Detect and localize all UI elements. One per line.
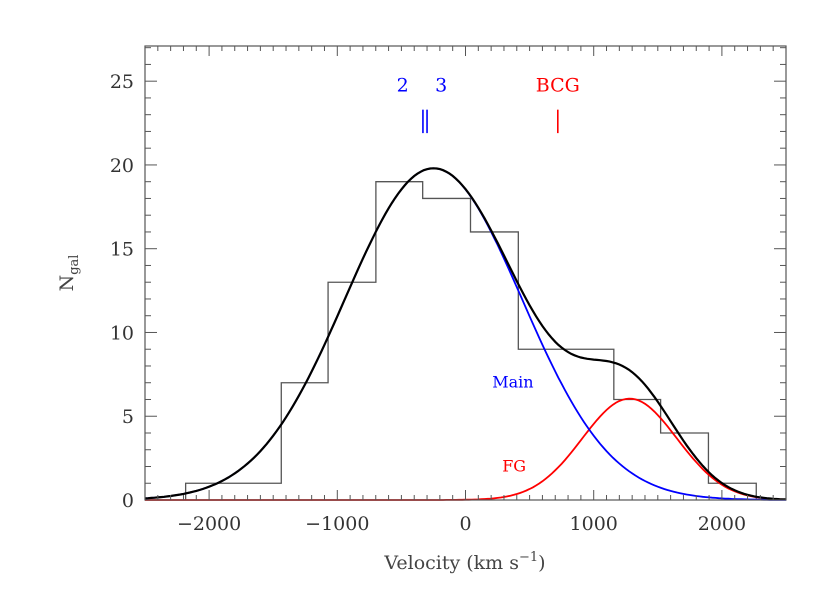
histogram-bars	[184, 181, 757, 500]
x-tick-label: −2000	[177, 513, 241, 535]
y-axis-title-subscript: gal	[67, 255, 82, 275]
plot-frame	[144, 45, 787, 501]
curve-label-main: Main	[492, 373, 533, 392]
y-tick-label: 5	[122, 406, 134, 428]
y-axis-title: Ngal	[56, 255, 82, 292]
curve-total	[144, 167, 787, 501]
x-axis-title-close: )	[538, 552, 545, 574]
x-tick-label: −1000	[305, 513, 369, 535]
x-axis-title: Velocity (km s−1)	[383, 550, 545, 574]
y-tick-label: 0	[122, 490, 134, 512]
annotation-2: 2	[397, 75, 409, 97]
x-tick-label: 1000	[570, 513, 618, 535]
x-axis: −2000 −1000 0 1000 2000	[144, 46, 787, 535]
plot-area: 2 3 BCG Main FG	[144, 75, 787, 501]
velocity-markers	[422, 109, 559, 134]
curve-labels: Main FG	[492, 373, 533, 476]
y-tick-label: 10	[110, 322, 134, 344]
frame-rect	[144, 45, 787, 501]
y-tick-label: 25	[110, 71, 134, 93]
gaussian-fit-curves	[144, 167, 787, 501]
y-axis: 0 5 10 15 20 25	[110, 47, 786, 512]
y-tick-label: 20	[110, 155, 134, 177]
y-tick-label: 15	[110, 239, 134, 261]
curve-label-fg: FG	[502, 456, 526, 475]
x-tick-label: 2000	[698, 513, 746, 535]
annotation-bcg: BCG	[536, 75, 580, 97]
annotation-3: 3	[435, 75, 447, 97]
marker-annotations: 2 3 BCG	[397, 75, 580, 97]
x-axis-title-superscript: −1	[519, 550, 538, 565]
x-tick-label: 0	[459, 513, 471, 535]
histogram-outline	[184, 181, 757, 500]
